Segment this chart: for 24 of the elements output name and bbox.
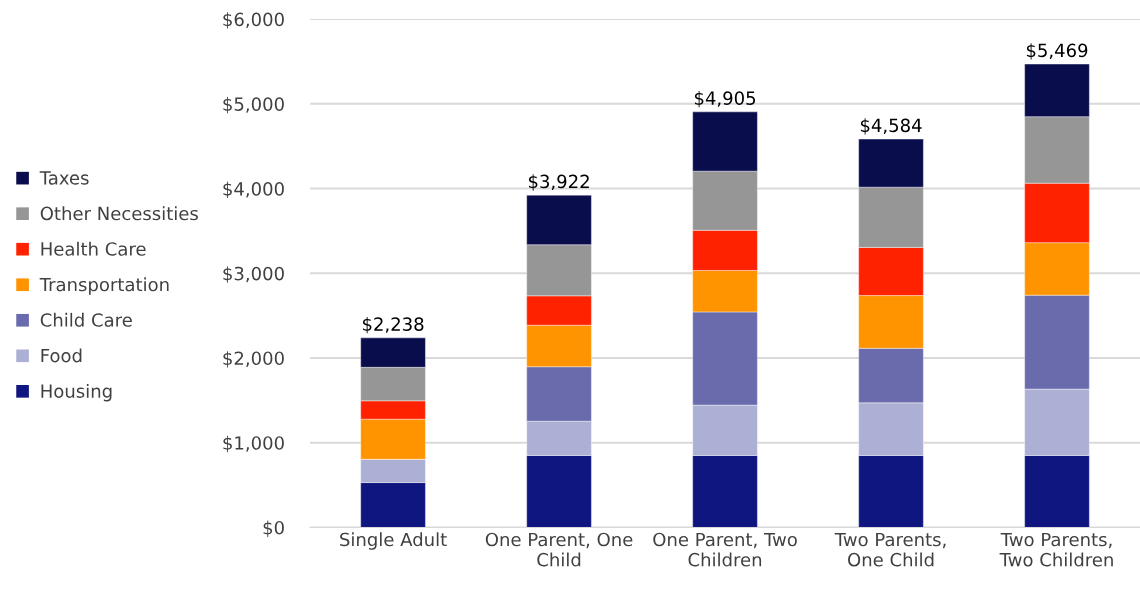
y-tick-label: $3,000 [223, 266, 284, 283]
total-label: $4,584 [860, 118, 922, 135]
legend-label: Taxes [39, 171, 89, 185]
y-tick-label: $2,000 [223, 351, 284, 368]
x-tick-label: Two Parents, One Child [834, 532, 946, 567]
legend-label: Child Care [40, 312, 132, 327]
y-tick-label: $4,000 [223, 181, 284, 199]
total-label: $5,469 [1026, 43, 1088, 60]
x-tick-label: One Parent, One Child [485, 532, 633, 567]
y-tick-label: $6,000 [223, 12, 284, 29]
legend-label: Transportation [39, 277, 169, 295]
legend-label: Other Necessities [40, 206, 198, 221]
legend-label: Health Care [41, 241, 146, 256]
x-tick-label: Two Parents, Two Children [999, 532, 1113, 567]
x-tick-label: Single Adult [340, 532, 447, 550]
legend-label: Housing [41, 383, 112, 402]
y-tick-label: $0 [263, 520, 284, 537]
legend-label: Food [41, 348, 82, 363]
x-tick-label: One Parent, Two Children [653, 532, 797, 567]
y-tick-label: $5,000 [223, 96, 284, 114]
y-tick-label: $1,000 [223, 435, 284, 453]
total-label: $2,238 [362, 316, 424, 334]
total-label: $4,905 [694, 90, 756, 108]
total-label: $3,922 [528, 174, 589, 191]
